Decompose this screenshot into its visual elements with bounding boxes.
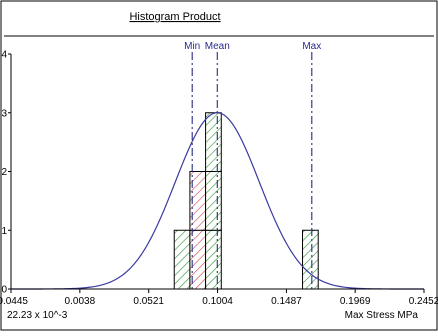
y-tick-label: 4 — [1, 50, 7, 61]
marker-label-min: Min — [184, 41, 200, 52]
bar-unit-box — [205, 171, 222, 231]
y-tick-label: 1 — [1, 226, 7, 237]
bar-unit-box — [205, 229, 222, 290]
histogram-bar — [302, 229, 319, 290]
histogram-bar — [205, 112, 222, 290]
x-tick-label: 0.1487 — [271, 296, 302, 307]
marker-label-mean: Mean — [205, 41, 230, 52]
x-tick-label: 0.0521 — [133, 296, 164, 307]
x-scale-note: 22.23 x 10^-3 — [7, 310, 68, 321]
axes-group: 0 1 2 3 4 -0.0445 0.0038 0.0521 0.1004 0.1487 0.19… — [0, 50, 438, 308]
x-tick-label: 0.1004 — [202, 296, 233, 307]
x-tick-label: 0.1969 — [340, 296, 371, 307]
y-tick-label: 0 — [1, 285, 7, 296]
marker-label-max: Max — [302, 41, 321, 52]
markers-group: Min Mean Max — [184, 41, 321, 289]
bar-unit-box — [205, 112, 222, 172]
x-tick-label: 0.0038 — [65, 296, 96, 307]
bars-group — [173, 112, 319, 290]
x-tick-label: 0.2452 — [409, 296, 438, 307]
x-tick-label: -0.0445 — [0, 296, 28, 307]
chart-title: Histogram Product — [129, 11, 220, 23]
bar-unit-box — [173, 229, 191, 290]
x-axis-label: Max Stress MPa — [345, 310, 419, 321]
bar-unit-box — [302, 229, 319, 290]
histogram-bar — [173, 229, 191, 290]
y-tick-label: 2 — [1, 167, 7, 178]
y-tick-label: 3 — [1, 108, 7, 119]
